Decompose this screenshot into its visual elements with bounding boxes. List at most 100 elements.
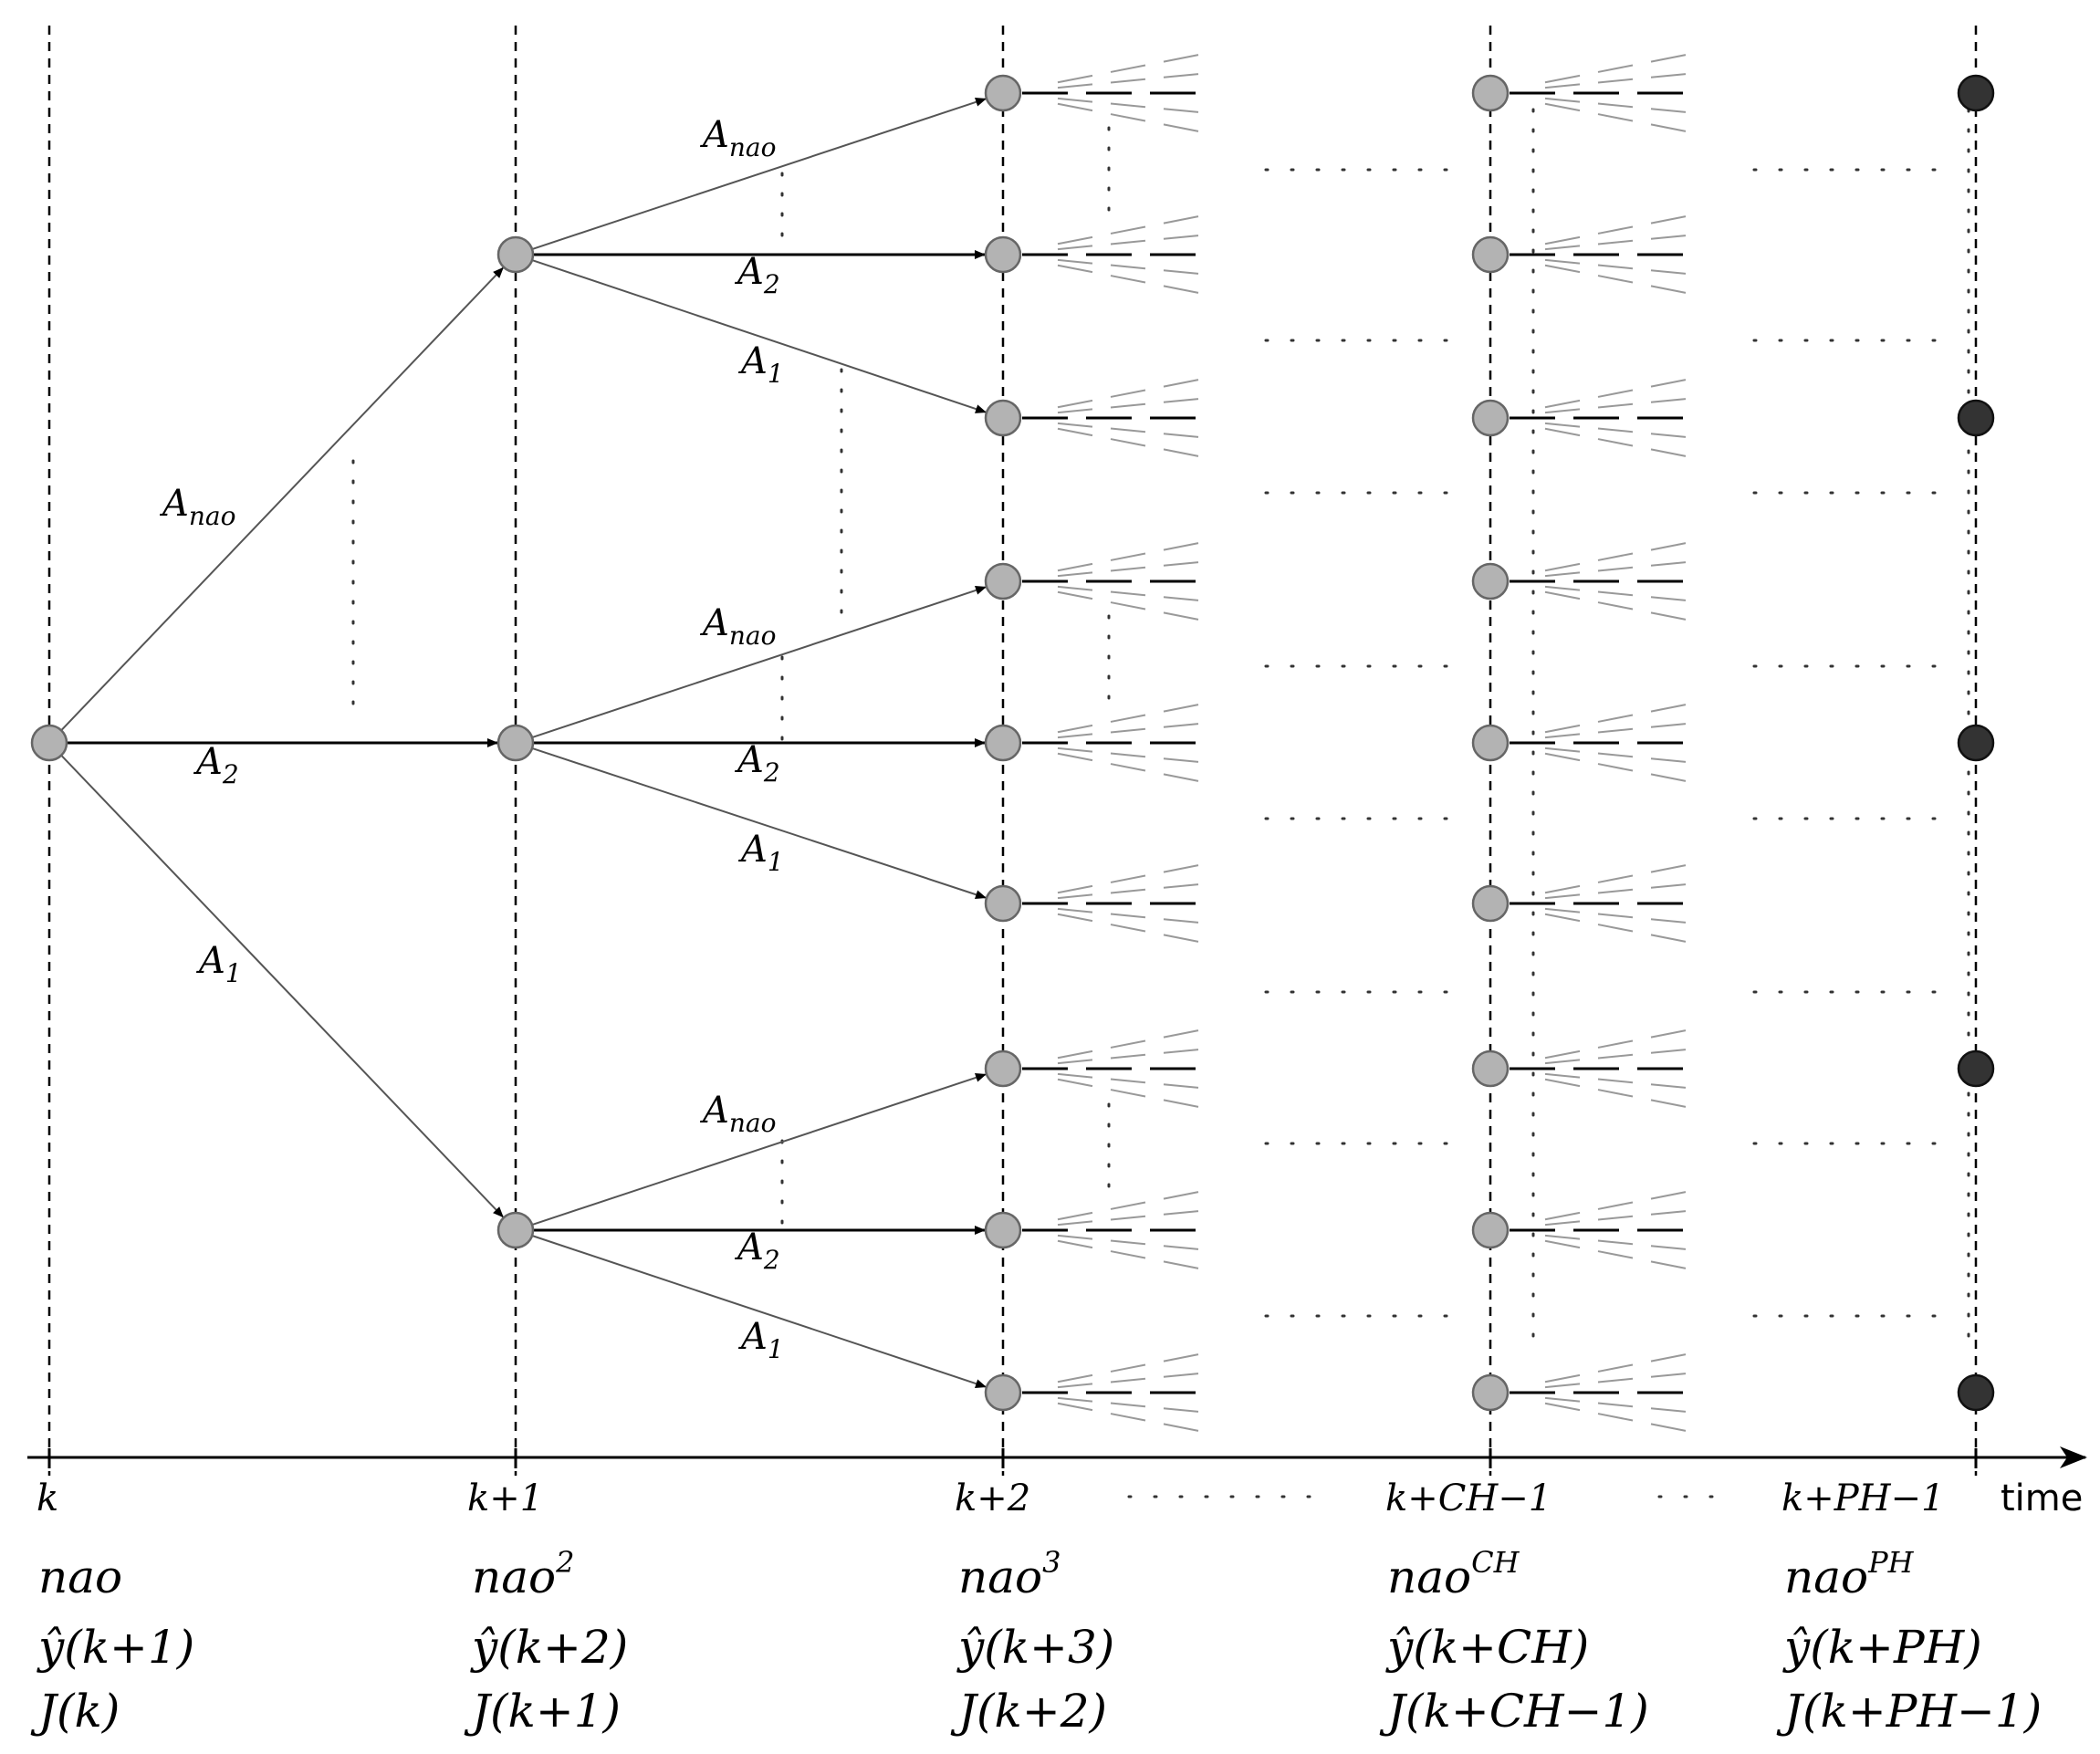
continuation-branches (1022, 54, 1696, 1432)
continuation-fan-stroke (1650, 215, 1687, 224)
edge-label-a2: A2 (193, 741, 239, 789)
prediction-label: ŷ(k+CH) (1385, 1621, 1589, 1674)
prediction-label: ŷ(k+1) (37, 1621, 194, 1674)
cost-label: J(k+CH−1) (1379, 1685, 1649, 1738)
continuation-fan-stroke (1163, 215, 1199, 224)
continuation-fan-stroke (1057, 1402, 1093, 1412)
continuation-fan-stroke (1597, 78, 1634, 84)
continuation-fan-stroke (1544, 1373, 1581, 1383)
continuation-fan-stroke (1110, 727, 1146, 734)
continuation-fan-stroke (1163, 1083, 1199, 1089)
prediction-label: ŷ(k+2) (470, 1621, 628, 1674)
continuation-fan-stroke (1057, 1220, 1093, 1227)
tree-node (984, 399, 1022, 437)
axis-tick-label-base: k+CH−1 (1385, 1477, 1551, 1519)
edge-label-a2: A2 (734, 1227, 780, 1275)
continuation-fan-stroke (1650, 883, 1687, 889)
continuation-fan-stroke (1110, 1201, 1146, 1210)
prediction-label-base: ŷ(k+CH) (1385, 1621, 1589, 1674)
continuation-fan-stroke (1650, 54, 1687, 63)
continuation-fan-stroke (1597, 552, 1634, 561)
continuation-fan-stroke (1057, 562, 1093, 572)
continuation-fan-stroke (1057, 733, 1093, 739)
edge-label-a-nao: Anao (159, 483, 235, 531)
continuation-fan-stroke (1650, 1083, 1687, 1089)
continuation-fan-stroke (1163, 235, 1199, 240)
continuation-fan-stroke (1057, 1059, 1093, 1065)
continuation-fan-stroke (1650, 704, 1687, 713)
cost-label: J(k+2) (950, 1685, 1107, 1738)
continuation-fan-stroke (1650, 918, 1687, 924)
continuation-fan-stroke (1544, 399, 1581, 409)
cost-label-base: J(k+2) (950, 1685, 1107, 1738)
continuation-fan-stroke (1650, 542, 1687, 551)
continuation-fan-stroke (1544, 1078, 1581, 1088)
continuation-fan-stroke (1544, 1383, 1581, 1389)
continuation-fan-stroke (1163, 1353, 1199, 1362)
branch-count-label: naoCH (1387, 1545, 1520, 1603)
continuation-fan-stroke (1597, 1377, 1634, 1383)
continuation-fan-stroke (1544, 1396, 1581, 1403)
branch-count-label: nao2 (472, 1545, 574, 1603)
tree-edge-arrow (531, 746, 987, 900)
edge-label-a1: A1 (737, 829, 784, 877)
continuation-fan-stroke (1057, 399, 1093, 409)
axis-title: time (2001, 1477, 2083, 1519)
continuation-fan-stroke (1163, 433, 1199, 438)
prediction-label: ŷ(k+PH) (1782, 1621, 1982, 1674)
continuation-fan-stroke (1110, 763, 1146, 772)
continuation-fan-stroke (1650, 934, 1687, 943)
terminal-node (1957, 1373, 1995, 1412)
continuation-fan-stroke (1544, 590, 1581, 600)
continuation-fan-stroke (1544, 1220, 1581, 1227)
continuation-fan-stroke (1163, 1260, 1199, 1269)
continuation-fan-stroke (1650, 448, 1687, 457)
continuation-fan-stroke (1544, 427, 1581, 437)
continuation-fan-stroke (1163, 379, 1199, 388)
continuation-fan-stroke (1650, 723, 1687, 728)
cost-label: J(k+1) (464, 1685, 621, 1738)
continuation-fan-stroke (1110, 64, 1146, 73)
continuation-fan-stroke (1544, 752, 1581, 762)
continuation-fan-stroke (1057, 1396, 1093, 1403)
axis-tick-label-base: k+1 (467, 1477, 543, 1519)
continuation-fan-stroke (1650, 1245, 1687, 1250)
edge-label-a2: A2 (734, 739, 780, 788)
continuation-fan-stroke (1057, 258, 1093, 265)
continuation-fan-stroke (1650, 1029, 1687, 1039)
continuation-fan-stroke (1057, 1234, 1093, 1240)
continuation-fan-stroke (1650, 773, 1687, 782)
continuation-fan-stroke (1163, 54, 1199, 63)
edge-label-a-nao-subscript: nao (729, 1108, 777, 1138)
continuation-fan-stroke (1110, 1239, 1146, 1246)
tree-node (1471, 1049, 1510, 1088)
continuation-fan-stroke (1650, 108, 1687, 113)
continuation-fan-stroke (1650, 123, 1687, 132)
continuation-fan-stroke (1163, 1099, 1199, 1108)
prediction-label-base: ŷ(k+3) (956, 1621, 1114, 1674)
continuation-fan-stroke (1057, 913, 1093, 923)
continuation-fan-stroke (1650, 285, 1687, 294)
tree-node (1471, 724, 1510, 762)
branch-count-label-base: nao (1387, 1550, 1471, 1603)
terminal-node (1957, 724, 1995, 762)
edge-label-a2-base: A (734, 739, 764, 781)
continuation-fan-stroke (1110, 752, 1146, 758)
continuation-fan-stroke (1110, 888, 1146, 894)
continuation-fan-stroke (1597, 225, 1634, 235)
continuation-fan-stroke (1597, 924, 1634, 933)
continuation-fan-stroke (1544, 1049, 1581, 1060)
continuation-fan-stroke (1597, 264, 1634, 270)
tree-node (496, 724, 535, 762)
continuation-fan-stroke (1110, 427, 1146, 433)
edge-label-a2: A2 (734, 251, 780, 299)
edge-label-a-nao-subscript: nao (189, 501, 236, 531)
continuation-fan-stroke (1544, 893, 1581, 900)
tree-node (984, 884, 1022, 923)
continuation-fan-stroke (1057, 724, 1093, 734)
tree-node (30, 724, 68, 762)
continuation-fan-stroke (1057, 235, 1093, 245)
continuation-fan-stroke (1650, 73, 1687, 78)
continuation-fan-stroke (1597, 913, 1634, 919)
tree-node (984, 724, 1022, 762)
